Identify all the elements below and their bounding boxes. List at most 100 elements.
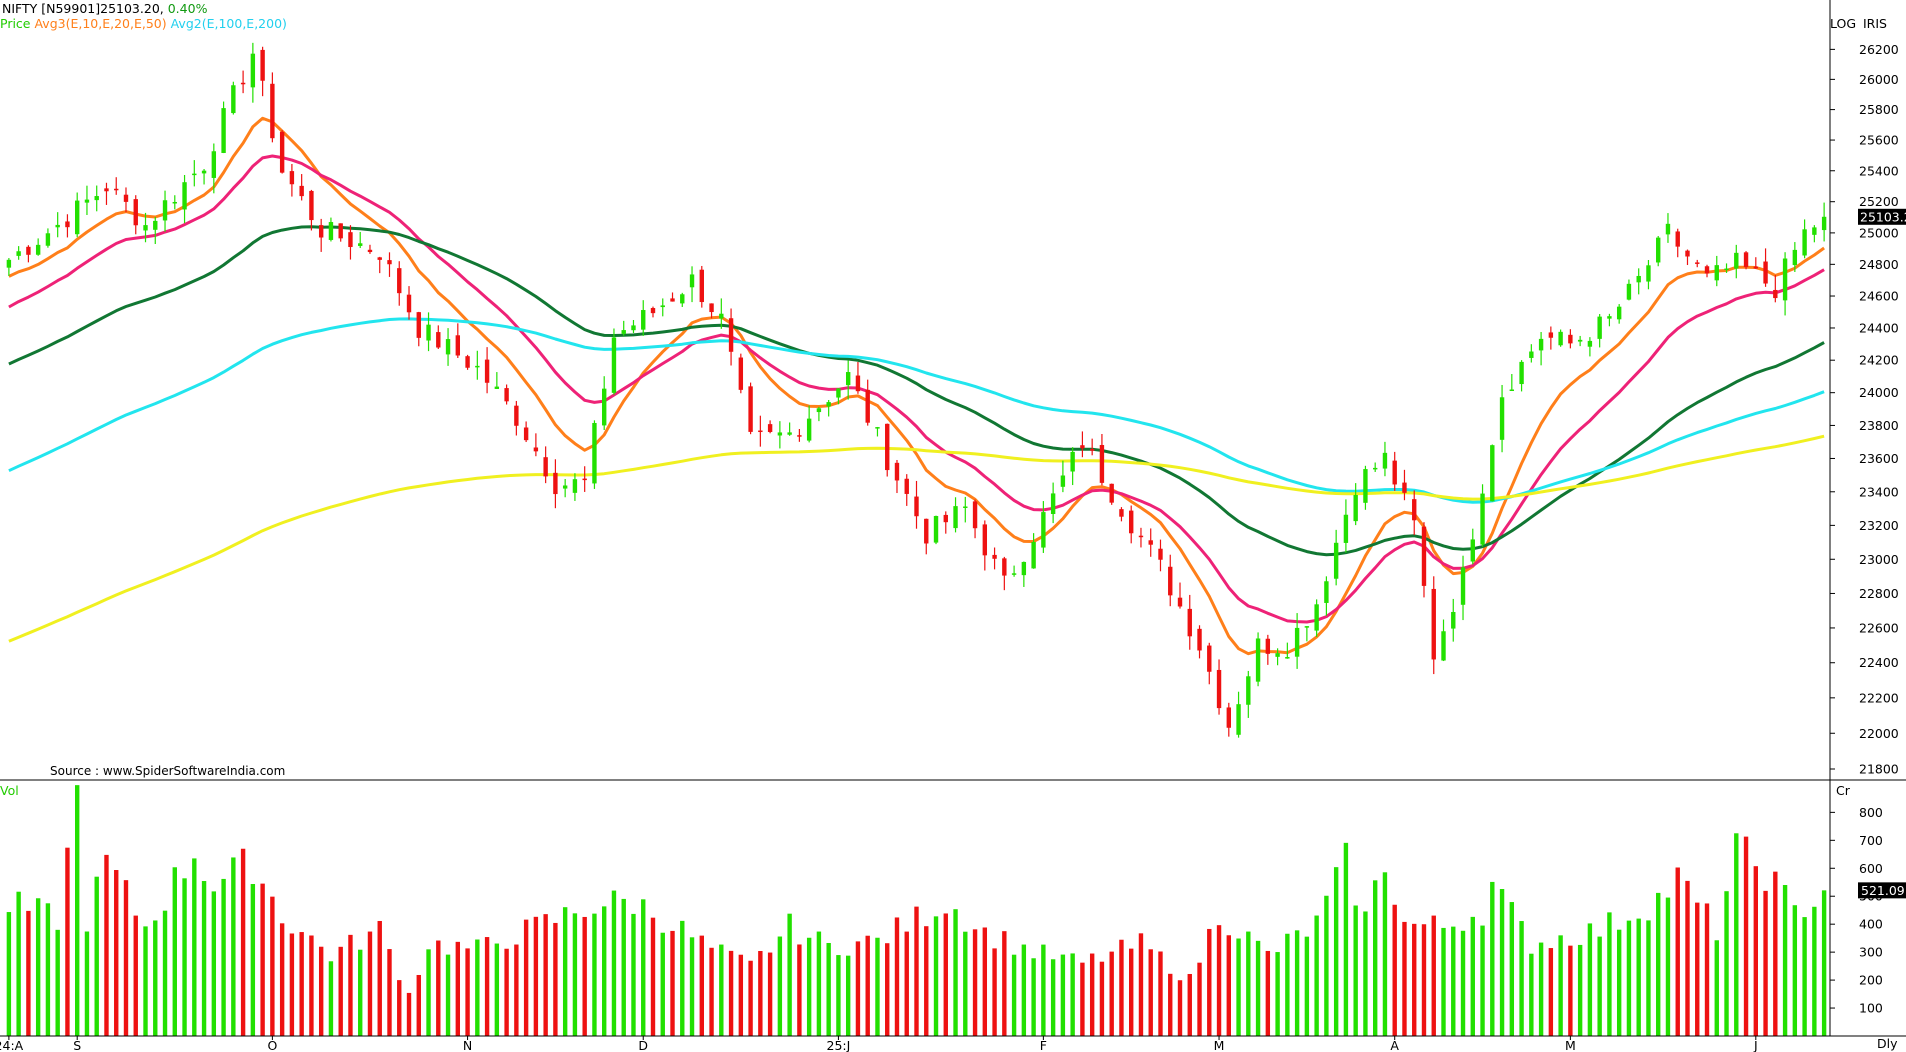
volume-bar xyxy=(1821,890,1827,1036)
candle-body xyxy=(972,501,978,529)
candle xyxy=(1607,313,1612,327)
candle xyxy=(211,143,217,194)
candle-body xyxy=(279,131,285,173)
candle xyxy=(104,182,109,205)
volume-bar xyxy=(1372,880,1378,1036)
candle-body xyxy=(914,496,919,517)
candle xyxy=(55,212,60,238)
candle-body xyxy=(338,223,343,239)
candle-body xyxy=(1812,227,1817,235)
candle-body xyxy=(260,49,265,81)
candle xyxy=(1490,444,1495,502)
candle-body xyxy=(309,190,314,221)
candle-body xyxy=(16,251,21,256)
volume-bar xyxy=(728,950,734,1036)
price-tick-label: 23400 xyxy=(1859,484,1899,499)
volume-bar xyxy=(1412,923,1417,1036)
volume-bar xyxy=(475,939,480,1036)
volume-bar xyxy=(1441,927,1446,1036)
candle xyxy=(445,328,451,366)
candle-body xyxy=(631,325,636,331)
candle xyxy=(94,185,99,212)
candle-body xyxy=(1568,334,1573,344)
volume-bar xyxy=(279,923,285,1036)
volume-bar xyxy=(358,949,363,1036)
candle-body xyxy=(1099,445,1105,483)
candle xyxy=(1275,648,1280,666)
candle xyxy=(1343,499,1349,553)
candle-body xyxy=(94,196,99,201)
volume-bar xyxy=(1646,920,1651,1036)
candle xyxy=(1050,482,1056,524)
candle xyxy=(367,244,373,254)
volume-bar xyxy=(543,914,548,1036)
candle xyxy=(260,46,265,97)
candle xyxy=(1773,275,1778,303)
periodicity-label[interactable]: Dly xyxy=(1877,1036,1898,1051)
volume-bar xyxy=(1763,890,1768,1036)
price-tick-label: 23200 xyxy=(1859,518,1899,533)
volume-bar xyxy=(250,884,256,1036)
candle-body xyxy=(602,388,607,426)
candle xyxy=(1304,626,1310,642)
candle xyxy=(299,174,304,201)
volume-bar xyxy=(426,949,431,1036)
candle xyxy=(192,160,197,187)
volume-bar xyxy=(299,932,304,1036)
volume-bar xyxy=(338,946,343,1036)
candle xyxy=(475,350,480,380)
candle-body xyxy=(26,246,31,255)
candle xyxy=(1753,257,1759,269)
candle-body xyxy=(806,418,812,441)
ema-100-line xyxy=(8,317,1825,504)
volume-bar xyxy=(445,954,451,1036)
volume-bar xyxy=(1119,939,1124,1036)
volume-bar xyxy=(406,992,412,1036)
candle-body xyxy=(1236,704,1241,735)
candle-body xyxy=(855,375,861,392)
candle-body xyxy=(1753,266,1759,269)
candle-body xyxy=(1734,252,1739,269)
candle-body xyxy=(397,268,402,294)
volume-bar xyxy=(260,883,265,1036)
candle xyxy=(377,256,382,274)
volume-bar xyxy=(153,920,158,1036)
volume-bar xyxy=(55,929,60,1036)
volume-bar xyxy=(1041,944,1046,1036)
candle xyxy=(904,474,909,506)
candle xyxy=(1060,460,1066,493)
candle xyxy=(1529,344,1534,363)
volume-tick-label: 400 xyxy=(1859,917,1883,932)
volume-bar xyxy=(133,915,138,1036)
ema-20-line xyxy=(8,154,1825,624)
candle xyxy=(787,422,792,436)
candle-body xyxy=(1382,452,1388,469)
candle-body xyxy=(45,233,51,246)
volume-badge-box xyxy=(1858,882,1906,899)
volume-bar xyxy=(816,931,822,1036)
candle xyxy=(1294,613,1300,669)
candle-body xyxy=(523,427,529,441)
price-badge-text: 25103.2 xyxy=(1860,209,1906,224)
scale-mode-label[interactable]: LOG xyxy=(1830,16,1857,31)
volume-bar xyxy=(719,944,724,1036)
candle xyxy=(133,195,138,235)
candle-body xyxy=(845,372,851,386)
time-tick-label: S xyxy=(73,1038,81,1052)
volume-bar xyxy=(1236,938,1241,1036)
candle xyxy=(699,265,704,308)
volume-bar xyxy=(416,974,421,1036)
volume-bar xyxy=(953,909,958,1036)
volume-bar xyxy=(1207,928,1212,1036)
candle xyxy=(777,421,783,449)
candle-body xyxy=(455,335,461,356)
price-tick-label: 22400 xyxy=(1859,655,1899,670)
volume-bar xyxy=(1275,952,1280,1036)
volume-bar xyxy=(1070,953,1075,1036)
volume-bar xyxy=(289,933,295,1036)
candle-body xyxy=(1451,611,1456,629)
candle-body xyxy=(1646,265,1651,282)
volume-bar xyxy=(94,876,99,1036)
candle-body xyxy=(504,388,509,402)
price-tick-label: 22000 xyxy=(1859,726,1899,741)
